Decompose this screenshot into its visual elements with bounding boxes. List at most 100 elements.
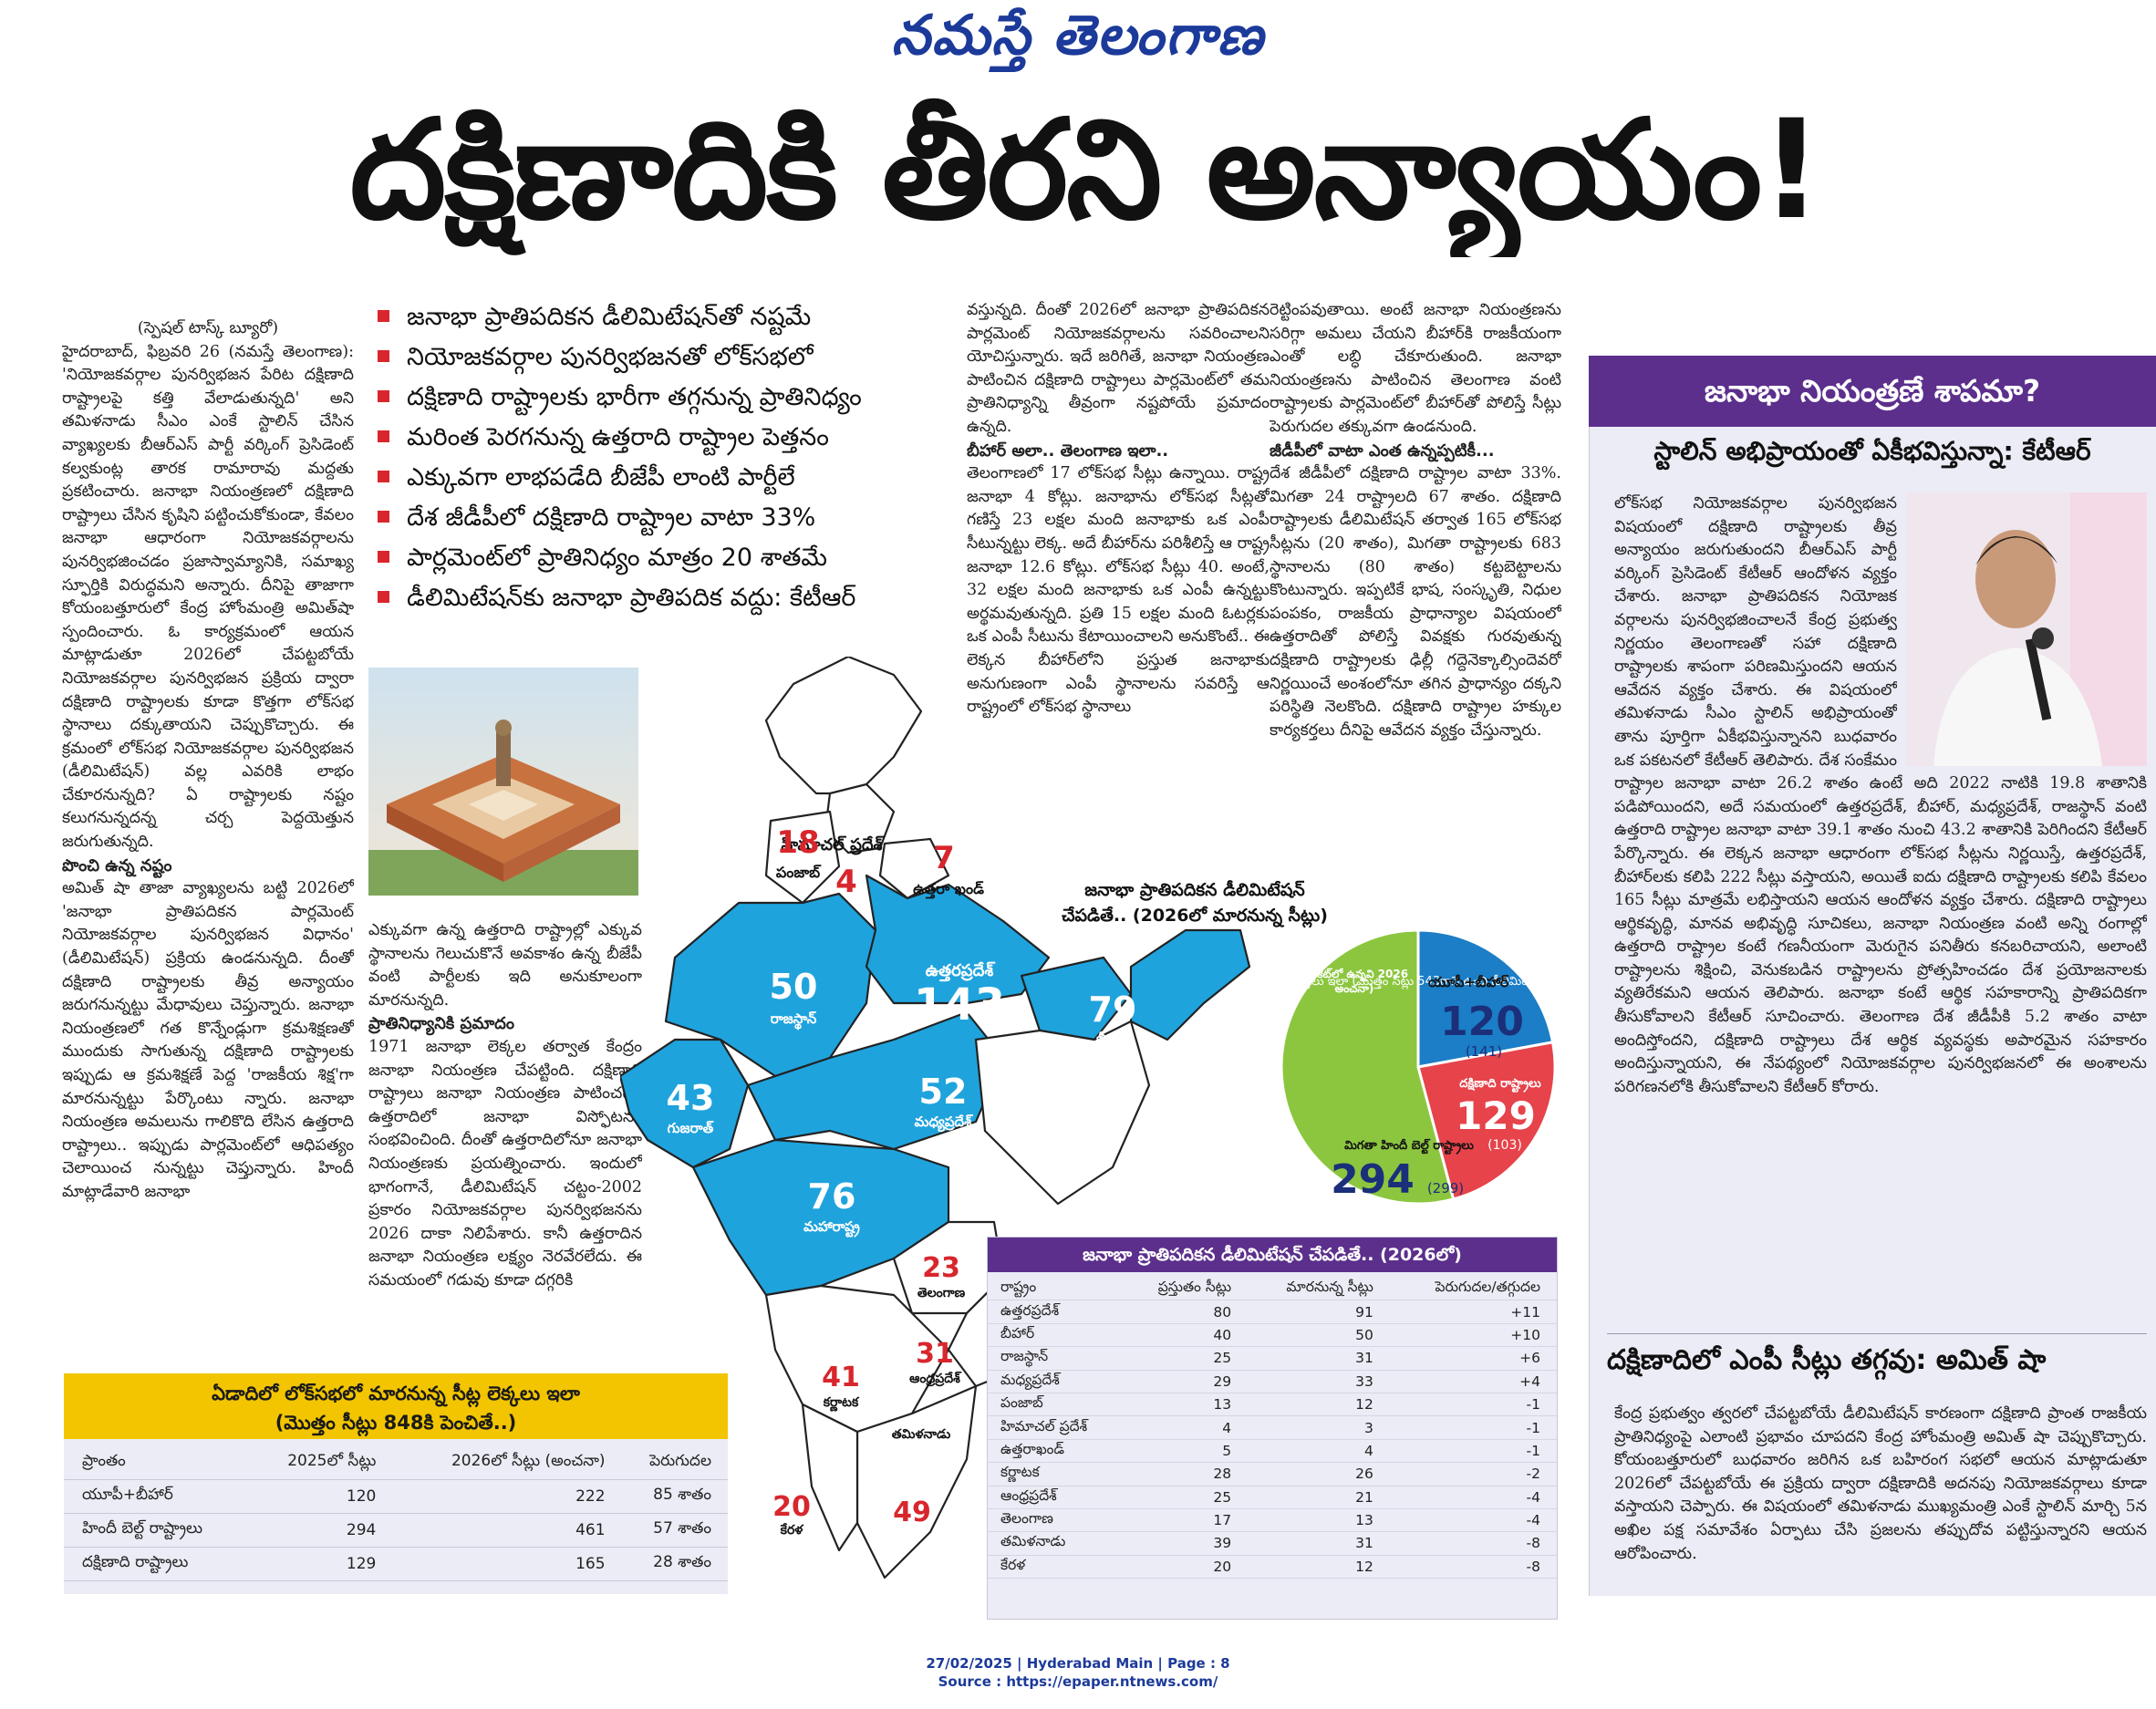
- table-cell: 31: [1248, 1346, 1390, 1371]
- map-region-bihar: [1020, 956, 1133, 1041]
- table-row: హిందీ బెల్ట్ రాష్ట్రాలు 294 461 57 శాతం: [64, 1513, 728, 1548]
- table-row: హిమాచల్ ప్రదేశ్ 4 3 -1: [988, 1415, 1557, 1440]
- table-cell: ఉత్తరాఖండ్: [988, 1439, 1125, 1464]
- table-cell: 31: [1248, 1531, 1390, 1556]
- bullet-item: నియోజకవర్గాల పునర్విభజనతో లోక్‌సభలో: [374, 337, 958, 378]
- table-cell: 13: [1124, 1393, 1249, 1417]
- table-cell: 28 శాతం: [621, 1547, 728, 1581]
- table-cell: ఆంధ్రప్రదేశ్: [988, 1486, 1125, 1509]
- map-region-karnataka: [764, 1284, 950, 1434]
- map-region-east: [974, 1020, 1151, 1206]
- speaker-portrait-icon: [1906, 492, 2147, 766]
- table-cell: 29: [1124, 1370, 1249, 1393]
- bullet-item: డీలిమిటేషన్‌కు జనాభా ప్రాతిపదిక వద్దు: క…: [374, 578, 958, 618]
- map-label: ఉత్తరా ఖండ్: [913, 880, 984, 899]
- table-header-row: ప్రాంతం 2025లో సీట్లు 2026లో సీట్లు (అంచ…: [64, 1446, 728, 1480]
- map-title-line: చేపడితే.. (2026లో మారనున్న సీట్లు): [1062, 906, 1328, 926]
- map-region-tamilnadu: [855, 1384, 978, 1580]
- table-cell: 21: [1248, 1486, 1390, 1509]
- table-cell: 20: [1124, 1555, 1249, 1580]
- table-cell: 17: [1124, 1508, 1249, 1533]
- article-paragraph: 1971 జనాభా లెక్కల తర్వాత కేంద్రం జనాభా న…: [368, 1037, 642, 1290]
- map-region-up: [865, 874, 1051, 1005]
- table-header-row: రాష్ట్రం ప్రస్తుతం సీట్లు మారనున్న సీట్ల…: [988, 1278, 1557, 1301]
- table-cell: తమిళనాడు: [988, 1531, 1125, 1556]
- pie-segment-value: 129: [1456, 1093, 1536, 1138]
- table-cell: 57 శాతం: [621, 1513, 728, 1548]
- map-label: కేరళ: [780, 1523, 805, 1538]
- table-cell: బీహార్: [988, 1323, 1125, 1348]
- article-paragraph: ఎక్కువగా ఉన్న ఉత్తరాది రాష్ట్రాల్లో ఎక్క…: [368, 921, 642, 1010]
- sidebar-text-top: లోక్‌సభ నియోజకవర్గాల పునర్విభజన విషయంలో …: [1614, 492, 1897, 766]
- table-header-cell: 2026లో సీట్లు (అంచనా): [392, 1446, 622, 1480]
- table-cell: +10: [1389, 1323, 1557, 1348]
- table-title-line: ఏడాదిలో లోక్‌సభలో మారనున్న సీట్ల లెక్కలు…: [212, 1383, 580, 1404]
- article-subheading: ప్రాతినిధ్యానికి ప్రమాదం: [368, 1014, 514, 1034]
- bullet-item: మరింత పెరగనున్న ఉత్తరాది రాష్ట్రాల పెత్త…: [374, 418, 958, 458]
- map-region-kerala: [801, 1403, 859, 1552]
- table-cell: 28: [1124, 1462, 1249, 1486]
- table-header-cell: రాష్ట్రం: [988, 1278, 1125, 1301]
- table-cell: 294: [250, 1513, 393, 1548]
- table-cell: 4: [1248, 1439, 1390, 1464]
- map-region-uttarakhand: [878, 837, 950, 900]
- table-row: దక్షిణాది రాష్ట్రాలు 129 165 28 శాతం: [64, 1547, 728, 1581]
- table-cell: -8: [1389, 1531, 1557, 1556]
- map-label: గుజరాత్: [668, 1120, 714, 1136]
- article-column-2: ఎక్కువగా ఉన్న ఉత్తరాది రాష్ట్రాల్లో ఎక్క…: [368, 919, 642, 1357]
- bullet-item: జనాభా ప్రాతిపదికన డీలిమిటేషన్‌తో నష్టమే: [374, 297, 958, 337]
- table-cell: 120: [250, 1479, 393, 1514]
- footer-source: Source : https://epaper.ntnews.com/: [938, 1673, 1218, 1690]
- map-label: బీహార్: [1096, 1031, 1130, 1047]
- headline: దక్షిణాదికి తీరని అన్యాయం!: [349, 91, 1822, 250]
- table-row: కేరళ 20 12 -8: [988, 1555, 1557, 1580]
- table-cell: 13: [1248, 1508, 1390, 1533]
- pie-slice: [1280, 928, 1456, 1206]
- byline: (స్పెషల్ టాస్క్ బ్యూరో): [137, 319, 279, 337]
- pie-slice: [1416, 928, 1555, 1069]
- table-cell: +11: [1389, 1300, 1557, 1324]
- article-column-1: (స్పెషల్ టాస్క్ బ్యూరో) హైదరాబాద్, ఫిబ్ర…: [62, 317, 354, 1364]
- table-cell: -4: [1389, 1486, 1557, 1509]
- table-row: ఆంధ్రప్రదేశ్ 25 21 -4: [988, 1486, 1557, 1509]
- map-value: 41: [822, 1362, 860, 1393]
- table-cell: -1: [1389, 1439, 1557, 1464]
- map-value: 18: [776, 824, 819, 861]
- bullet-item: దక్షిణాది రాష్ట్రాలకు భారీగా తగ్గనున్న ప…: [374, 378, 958, 418]
- table-cell: 39: [1124, 1531, 1249, 1556]
- sidebar-title: జనాభా నియంత్రణే శాపమా?: [1589, 356, 2156, 427]
- article-subheading: జీడీపీలో వాటా ఎంత ఉన్నప్పటికీ...: [1270, 440, 1495, 461]
- pie-caption-secondary: (బ్రాకెట్‌లో ఉన్నవి 2026 అంచనా): [1300, 968, 1409, 995]
- map-label: రాజస్థాన్: [771, 1010, 817, 1031]
- table-cell: -1: [1389, 1415, 1557, 1440]
- pie-chart: 2025లో లోక్‌సభలో మారనున్న సీట్ల లెక్కలు …: [1272, 928, 1564, 1206]
- map-value: 76: [808, 1176, 856, 1217]
- pie-segment-projection: (141): [1466, 1043, 1502, 1060]
- map-value: 7: [933, 840, 955, 876]
- table-cell: 26: [1248, 1462, 1390, 1486]
- map-value: 23: [922, 1252, 960, 1284]
- sidebar-divider: [1607, 1333, 2147, 1334]
- table-cell: 85 శాతం: [621, 1479, 728, 1514]
- table-cell: హిందీ బెల్ట్ రాష్ట్రాలు: [64, 1513, 251, 1548]
- seat-growth-table: ఏడాదిలో లోక్‌సభలో మారనున్న సీట్ల లెక్కలు…: [64, 1373, 728, 1594]
- article-paragraph: అమిత్ షా తాజా వ్యాఖ్యలను బట్టి 2026లో 'జ…: [62, 879, 354, 1201]
- table-cell: కేరళ: [988, 1555, 1125, 1580]
- map-value: 52: [919, 1072, 968, 1112]
- map-region-north: [764, 657, 923, 795]
- map-label: కర్ణాటక: [823, 1395, 860, 1412]
- table-row: పంజాబ్ 13 12 -1: [988, 1393, 1557, 1417]
- map-label: ఉత్తరప్రదేశ్: [926, 961, 996, 982]
- table-row: కర్ణాటక 28 26 -2: [988, 1462, 1557, 1486]
- table-header-cell: ప్రస్తుతం సీట్లు: [1124, 1278, 1249, 1301]
- map-region-rajasthan: [664, 892, 877, 1078]
- pie-segment-label: దక్షిణాది రాష్ట్రాలు: [1459, 1077, 1541, 1093]
- table-cell: 5: [1124, 1439, 1249, 1464]
- delimitation-table-title: జనాభా ప్రాతిపదికన డీలిమిటేషన్ చేపడితే.. …: [988, 1238, 1557, 1272]
- table-row: తెలంగాణ 17 13 -4: [988, 1508, 1557, 1533]
- article-paragraph: తెలంగాణలో 17 లోక్‌సభ సీట్లు ఉన్నాయి. రాష…: [967, 464, 1270, 717]
- pie-caption: 2025లో లోక్‌సభలో మారనున్న సీట్ల లెక్కలు …: [1272, 974, 1564, 989]
- map-value: 49: [893, 1497, 931, 1528]
- article-column-4: రెట్టింపవుతాయి. అంటే జనాభా నియంత్రణను సర…: [1270, 299, 1561, 874]
- india-map: హిమాచల్ ప్రదేశ్ 4 18 పంజాబ్ 7 ఉత్తరా ఖండ…: [620, 657, 1251, 1580]
